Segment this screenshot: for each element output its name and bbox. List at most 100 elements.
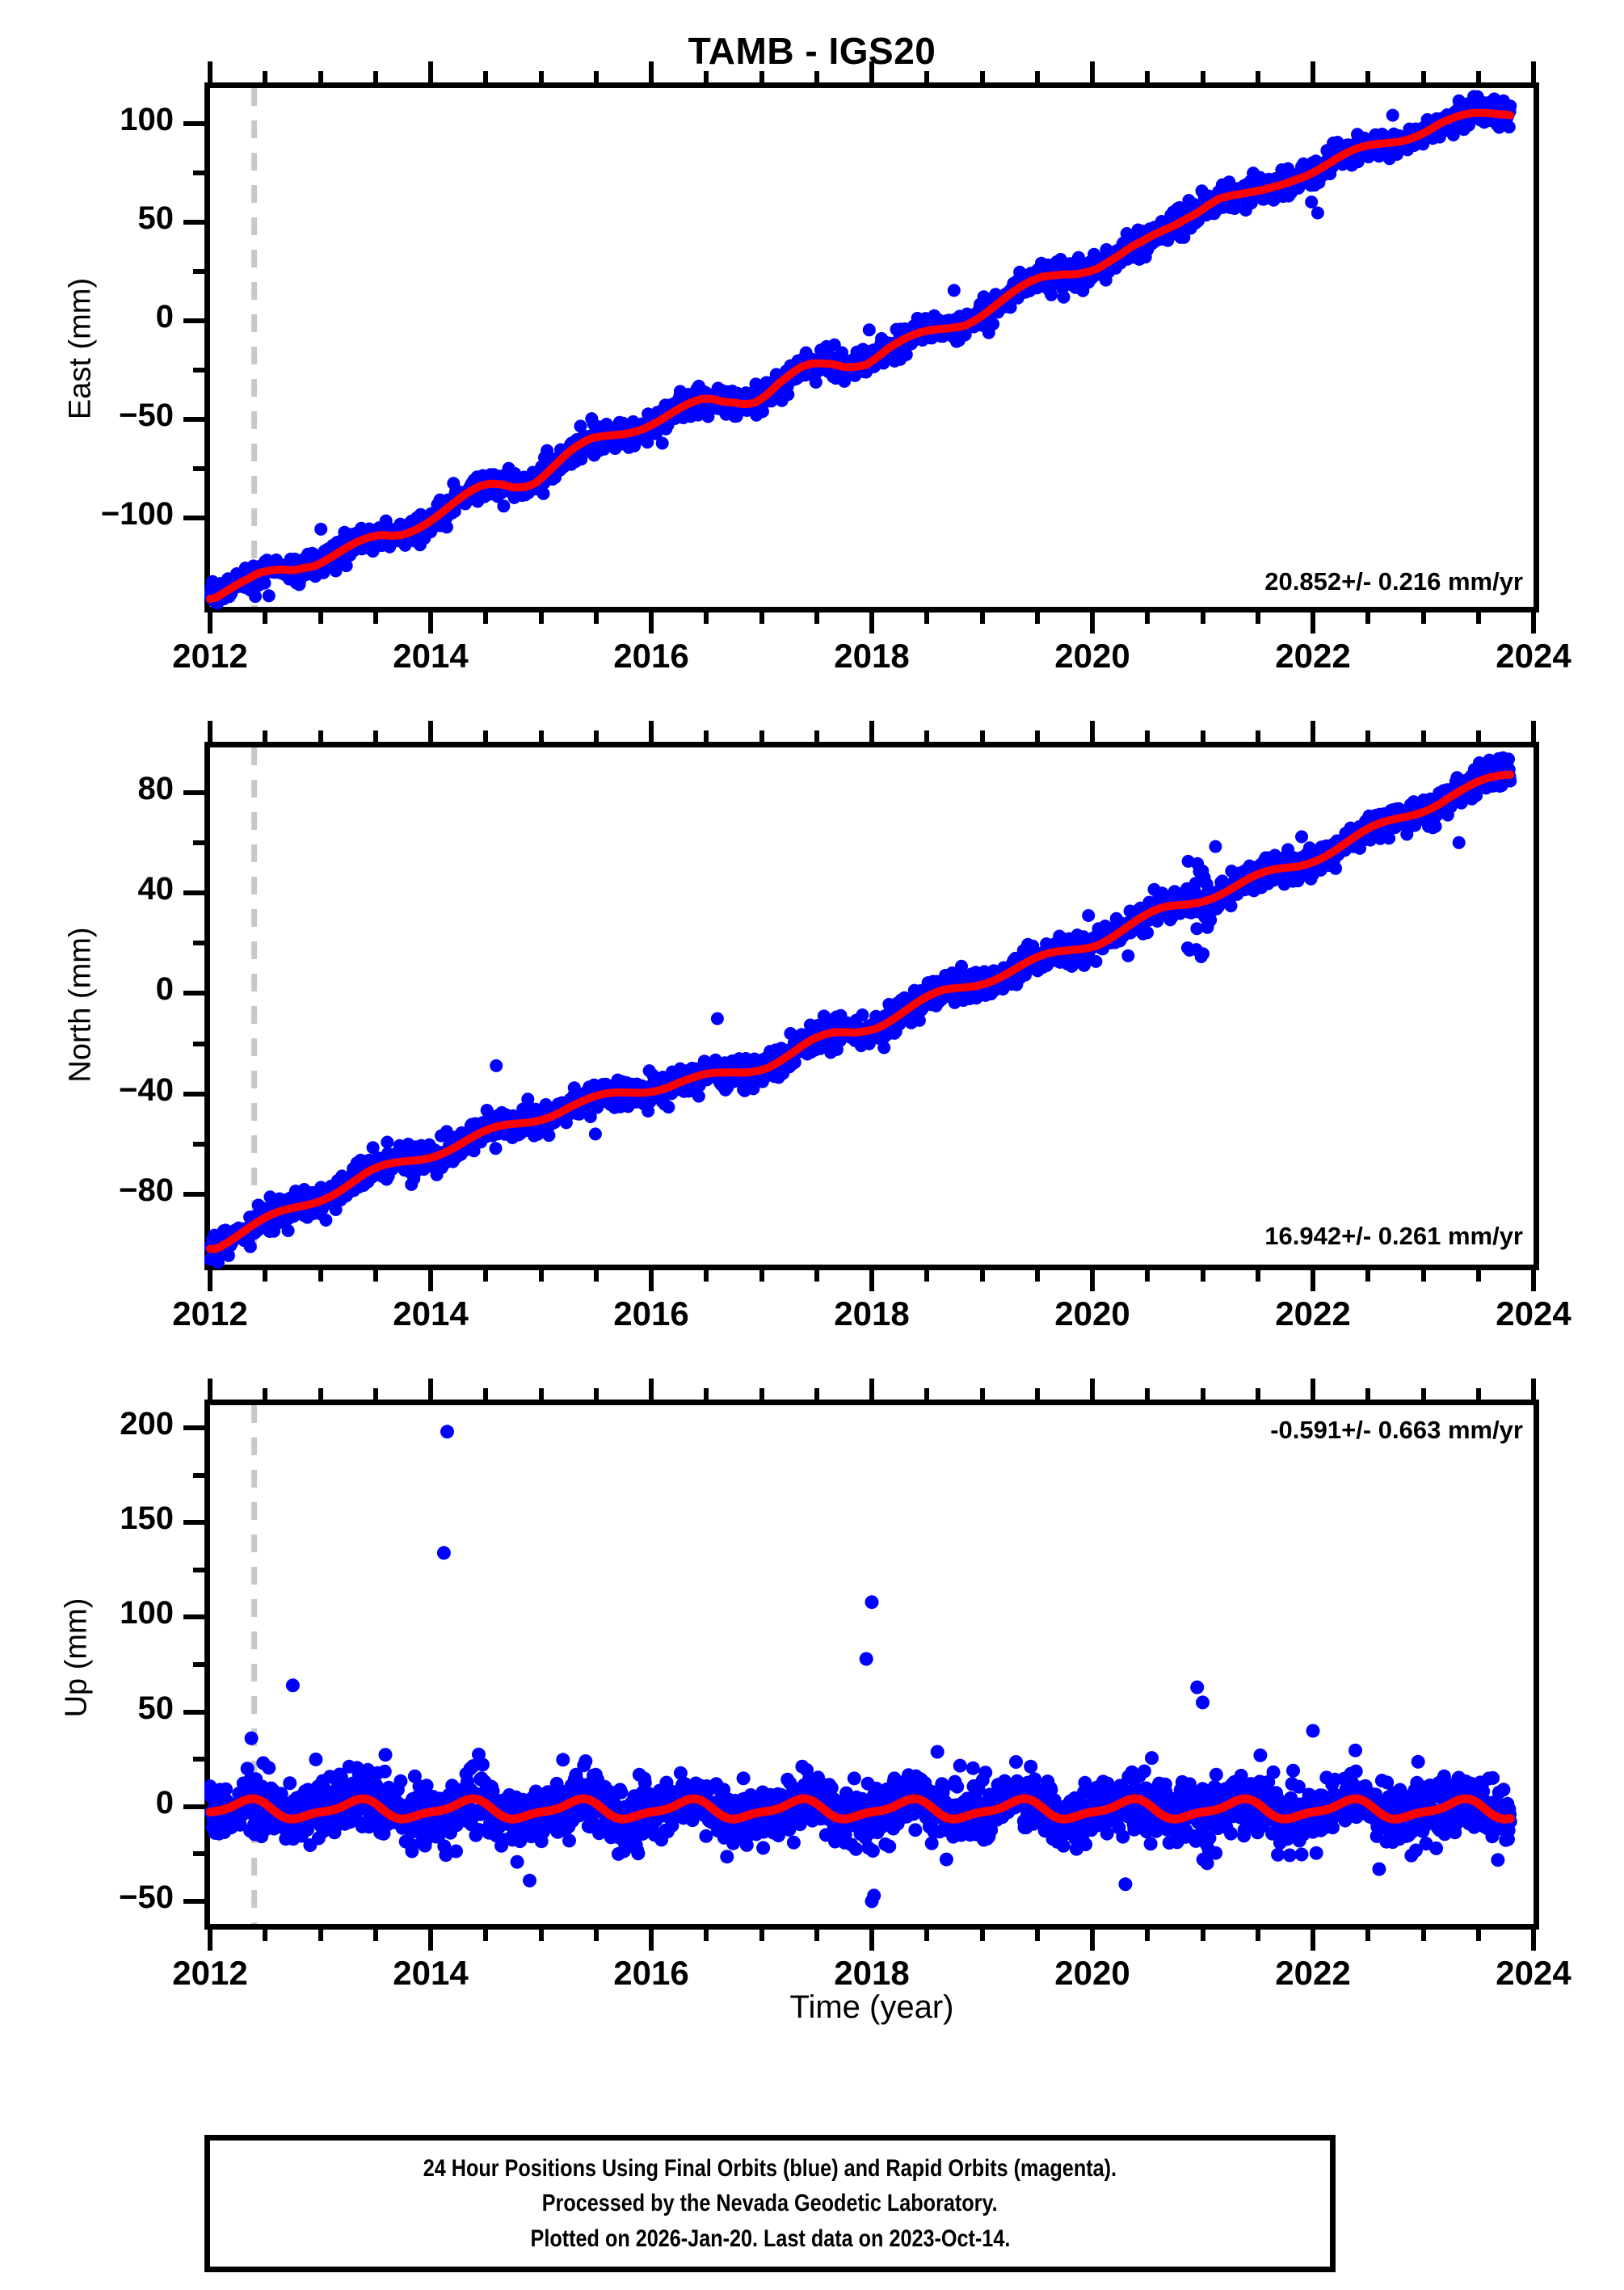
ytick-mark-east bbox=[183, 120, 204, 126]
ytick-label-east-2: 0 bbox=[155, 299, 174, 335]
xtick-minor-top bbox=[318, 1388, 323, 1400]
xtick-minor bbox=[372, 1930, 378, 1941]
xtick-minor bbox=[1420, 1930, 1426, 1941]
ytick-mark-north bbox=[183, 1192, 204, 1197]
ytick-mark-north bbox=[183, 991, 204, 996]
xtick-major bbox=[649, 1930, 654, 1951]
xtick-minor-top bbox=[704, 730, 709, 742]
xtick-major-top bbox=[1311, 1379, 1315, 1400]
xtick-minor-top bbox=[1145, 1388, 1151, 1400]
xtick-major-top bbox=[428, 721, 433, 742]
xtick-minor bbox=[263, 612, 268, 624]
xtick-minor-top bbox=[372, 730, 378, 742]
xtick-label-north-2: 2016 bbox=[613, 1294, 689, 1332]
ytick-label-east-4: −100 bbox=[100, 496, 174, 533]
ytick-label-up-3: 50 bbox=[137, 1690, 175, 1726]
xtick-minor-top bbox=[1420, 71, 1426, 82]
xtick-major-top bbox=[1531, 61, 1536, 82]
trajectory-model-line-east bbox=[206, 108, 1515, 604]
xtick-major-top bbox=[1090, 1379, 1095, 1400]
xtick-minor bbox=[1034, 1270, 1040, 1282]
xtick-minor bbox=[759, 1270, 764, 1282]
xtick-minor-top bbox=[1200, 71, 1205, 82]
xtick-minor bbox=[1200, 612, 1205, 624]
panel-north bbox=[204, 742, 1539, 1270]
rate-annotation-up: -0.591+/- 0.663 mm/yr bbox=[1270, 1416, 1523, 1444]
xtick-minor bbox=[1255, 1270, 1260, 1282]
ytick-label-north-3: −40 bbox=[119, 1071, 174, 1108]
plot-frame-up bbox=[204, 1400, 1539, 1930]
xtick-major bbox=[1311, 1270, 1315, 1291]
ytick-label-north-1: 40 bbox=[137, 871, 175, 907]
xtick-major bbox=[428, 1270, 433, 1291]
xtick-minor-top bbox=[704, 1388, 709, 1400]
xtick-minor bbox=[318, 1930, 323, 1941]
xtick-minor-top bbox=[263, 1388, 268, 1400]
xtick-label-up-4: 2020 bbox=[1054, 1954, 1130, 1992]
xtick-minor-top bbox=[318, 730, 323, 742]
xtick-minor-top bbox=[1255, 1388, 1260, 1400]
xtick-minor bbox=[263, 1270, 268, 1282]
xtick-label-up-3: 2018 bbox=[834, 1954, 910, 1992]
xtick-minor bbox=[538, 1930, 544, 1941]
xtick-minor-top bbox=[924, 71, 930, 82]
ytick-label-up-5: −50 bbox=[119, 1879, 174, 1915]
ytick-mark-up bbox=[183, 1804, 204, 1809]
xtick-minor bbox=[263, 1930, 268, 1941]
xtick-minor bbox=[593, 612, 599, 624]
xtick-minor bbox=[1255, 1930, 1260, 1941]
xtick-major bbox=[208, 1270, 212, 1291]
xtick-minor-top bbox=[1475, 1388, 1481, 1400]
xtick-minor-top bbox=[593, 730, 599, 742]
ytick-minor-east bbox=[193, 466, 204, 472]
xtick-label-up-2: 2016 bbox=[613, 1954, 689, 1992]
xtick-minor-top bbox=[538, 1388, 544, 1400]
ytick-minor-up bbox=[193, 1472, 204, 1478]
xtick-major-top bbox=[208, 61, 212, 82]
xtick-minor bbox=[704, 612, 709, 624]
xtick-major-top bbox=[208, 721, 212, 742]
ytick-mark-north bbox=[183, 890, 204, 896]
xtick-minor bbox=[979, 1930, 985, 1941]
xtick-major bbox=[1531, 1930, 1536, 1951]
xtick-label-up-6: 2024 bbox=[1496, 1954, 1571, 1992]
xtick-minor-top bbox=[1255, 730, 1260, 742]
ytick-label-east-1: 50 bbox=[137, 200, 175, 236]
ytick-label-up-1: 150 bbox=[120, 1501, 174, 1537]
xtick-major-top bbox=[428, 1379, 433, 1400]
xtick-major-top bbox=[649, 721, 654, 742]
footer-line-2: Processed by the Nevada Geodetic Laborat… bbox=[542, 2190, 998, 2217]
ytick-mark-up bbox=[183, 1425, 204, 1431]
xtick-minor bbox=[483, 1930, 489, 1941]
ytick-minor-north bbox=[193, 1141, 204, 1147]
xtick-minor bbox=[483, 1270, 489, 1282]
xtick-minor bbox=[1475, 1930, 1481, 1941]
xtick-minor bbox=[759, 1930, 764, 1941]
xtick-minor-top bbox=[1365, 1388, 1371, 1400]
ytick-minor-east bbox=[193, 269, 204, 275]
ytick-mark-up bbox=[183, 1520, 204, 1526]
xtick-label-north-1: 2014 bbox=[393, 1294, 469, 1332]
xtick-major bbox=[869, 1930, 874, 1951]
xtick-minor-top bbox=[979, 71, 985, 82]
xtick-major-top bbox=[649, 1379, 654, 1400]
xtick-minor-top bbox=[1420, 730, 1426, 742]
xtick-label-east-0: 2012 bbox=[172, 637, 248, 675]
xtick-minor-top bbox=[593, 1388, 599, 1400]
ytick-mark-east bbox=[183, 516, 204, 521]
xtick-minor bbox=[1145, 1930, 1151, 1941]
xtick-minor-top bbox=[1200, 730, 1205, 742]
footer-line-3: Plotted on 2026-Jan-20. Last data on 202… bbox=[530, 2225, 1010, 2252]
xtick-major-top bbox=[1090, 721, 1095, 742]
ytick-mark-up bbox=[183, 1614, 204, 1620]
xtick-major-top bbox=[1311, 721, 1315, 742]
ytick-minor-north bbox=[193, 840, 204, 846]
ytick-label-north-0: 80 bbox=[137, 770, 175, 806]
xtick-minor bbox=[924, 612, 930, 624]
ytick-mark-north bbox=[183, 789, 204, 795]
plot-frame-north bbox=[204, 742, 1539, 1270]
xtick-minor bbox=[1034, 612, 1040, 624]
xtick-minor-top bbox=[1420, 1388, 1426, 1400]
xtick-label-north-3: 2018 bbox=[834, 1294, 910, 1332]
